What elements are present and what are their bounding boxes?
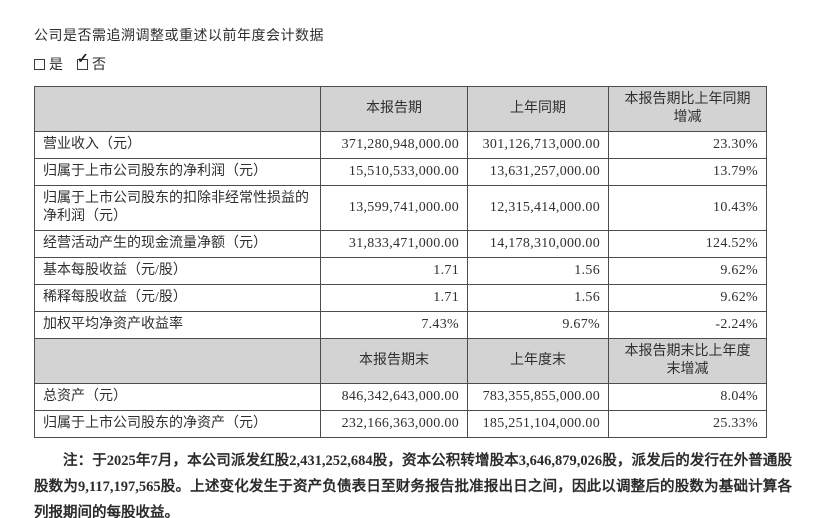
checkbox-checked-icon[interactable]: ✓ [77, 52, 89, 70]
row-label: 加权平均净资产收益率 [34, 311, 321, 339]
row-label: 归属于上市公司股东的净利润（元） [34, 158, 321, 186]
current-value: 1.71 [320, 257, 468, 285]
current-value: 846,342,643,000.00 [320, 383, 468, 411]
prior-period-header: 上年同期 [467, 86, 609, 132]
period-change-header: 本报告期比上年同期 增减 [608, 86, 767, 132]
current-value: 13,599,741,000.00 [320, 185, 468, 231]
table-row-basic-eps: 基本每股收益（元/股） 1.71 1.56 9.62% [34, 257, 767, 285]
row-label: 基本每股收益（元/股） [34, 257, 321, 285]
row-label: 总资产（元） [34, 383, 321, 411]
period-end-header: 本报告期末 [320, 338, 468, 384]
footnote: 注：于2025年7月，本公司派发红股2,431,252,684股，资本公积转增股… [34, 453, 792, 518]
table-row-operating-cash-flow: 经营活动产生的现金流量净额（元） 31,833,471,000.00 14,17… [34, 230, 767, 258]
table-row-net-assets: 归属于上市公司股东的净资产（元） 232,166,363,000.00 185,… [34, 410, 767, 438]
table-row-weighted-avg-roe: 加权平均净资产收益率 7.43% 9.67% -2.24% [34, 311, 767, 339]
change-value: 10.43% [608, 185, 767, 231]
option-no-label: 否 [92, 58, 106, 73]
current-value: 371,280,948,000.00 [320, 131, 468, 159]
table-row-total-assets: 总资产（元） 846,342,643,000.00 783,355,855,00… [34, 383, 767, 411]
table-row-revenue: 营业收入（元） 371,280,948,000.00 301,126,713,0… [34, 131, 767, 159]
current-value: 15,510,533,000.00 [320, 158, 468, 186]
question-text: 公司是否需追溯调整或重述以前年度会计数据 [34, 29, 324, 44]
prior-value: 14,178,310,000.00 [467, 230, 609, 258]
balance-change-header: 本报告期末比上年度 末增减 [608, 338, 767, 384]
table-row-net-profit-excl-nonrecurring: 归属于上市公司股东的扣除非经常性损益的净利润（元） 13,599,741,000… [34, 185, 767, 231]
financial-summary-table: 本报告期 上年同期 本报告期比上年同期 增减 营业收入（元） 371,280,9… [34, 86, 767, 438]
change-value: 13.79% [608, 158, 767, 186]
current-value: 7.43% [320, 311, 468, 339]
change-value: 9.62% [608, 284, 767, 312]
table-row-diluted-eps: 稀释每股收益（元/股） 1.71 1.56 9.62% [34, 284, 767, 312]
change-value: 25.33% [608, 410, 767, 438]
prior-value: 1.56 [467, 257, 609, 285]
prior-value: 783,355,855,000.00 [467, 383, 609, 411]
prior-value: 301,126,713,000.00 [467, 131, 609, 159]
current-period-header: 本报告期 [320, 86, 468, 132]
period-header-row: 本报告期 上年同期 本报告期比上年同期 增减 [34, 86, 767, 132]
prior-value: 1.56 [467, 284, 609, 312]
change-value: 23.30% [608, 131, 767, 159]
prior-value: 185,251,104,000.00 [467, 410, 609, 438]
options-row: 是 ✓ 否 [34, 52, 792, 74]
current-value: 1.71 [320, 284, 468, 312]
prior-value: 9.67% [467, 311, 609, 339]
prior-value: 12,315,414,000.00 [467, 185, 609, 231]
checkbox-unchecked-icon[interactable] [34, 58, 45, 70]
prior-year-end-header: 上年度末 [467, 338, 609, 384]
change-value: 124.52% [608, 230, 767, 258]
row-label: 稀释每股收益（元/股） [34, 284, 321, 312]
option-yes[interactable]: 是 [34, 54, 63, 74]
prior-value: 13,631,257,000.00 [467, 158, 609, 186]
table-row-net-profit: 归属于上市公司股东的净利润（元） 15,510,533,000.00 13,63… [34, 158, 767, 186]
row-label: 营业收入（元） [34, 131, 321, 159]
empty-header-cell [34, 86, 321, 132]
option-yes-label: 是 [49, 58, 63, 73]
change-value: 9.62% [608, 257, 767, 285]
change-value: -2.24% [608, 311, 767, 339]
option-no[interactable]: ✓ 否 [77, 52, 106, 74]
row-label: 归属于上市公司股东的净资产（元） [34, 410, 321, 438]
empty-header-cell [34, 338, 321, 384]
change-value: 8.04% [608, 383, 767, 411]
row-label: 经营活动产生的现金流量净额（元） [34, 230, 321, 258]
balance-header-row: 本报告期末 上年度末 本报告期末比上年度 末增减 [34, 338, 767, 384]
row-label: 归属于上市公司股东的扣除非经常性损益的净利润（元） [34, 185, 321, 231]
current-value: 31,833,471,000.00 [320, 230, 468, 258]
current-value: 232,166,363,000.00 [320, 410, 468, 438]
check-mark-icon: ✓ [77, 51, 89, 67]
